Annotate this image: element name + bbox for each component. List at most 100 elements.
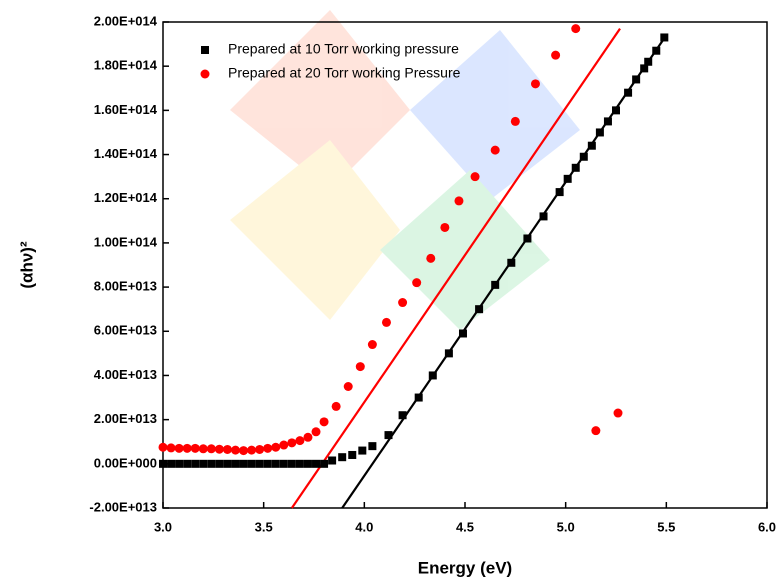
data-point [279, 440, 289, 450]
y-tick-label: 2.00E+013 [94, 411, 157, 426]
data-point [523, 234, 532, 243]
y-tick-label: 1.60E+014 [94, 102, 158, 117]
data-point [207, 459, 216, 468]
data-point [255, 459, 264, 468]
legend-label: Prepared at 10 Torr working pressure [228, 41, 459, 57]
data-point [158, 442, 168, 452]
data-point [595, 128, 604, 137]
data-point [222, 444, 232, 454]
data-point [412, 278, 422, 288]
x-tick-label: 6.0 [758, 519, 776, 534]
data-point [579, 152, 588, 161]
y-tick-label: 1.20E+014 [94, 190, 158, 205]
data-point [368, 442, 377, 451]
data-point [458, 329, 467, 338]
data-point [223, 459, 232, 468]
data-point [470, 172, 480, 182]
data-point [454, 196, 464, 206]
data-point [199, 459, 208, 468]
data-point [414, 393, 423, 402]
data-point [303, 432, 313, 442]
fit-line [290, 28, 621, 509]
x-tick-label: 4.5 [456, 519, 474, 534]
data-point [331, 401, 341, 411]
data-point [613, 408, 623, 418]
data-point [303, 459, 312, 468]
data-point [271, 459, 280, 468]
data-point [311, 427, 321, 437]
data-point [398, 298, 408, 308]
data-point [263, 459, 272, 468]
data-point [510, 116, 520, 126]
data-point [312, 459, 321, 468]
data-point [490, 145, 500, 155]
data-point [555, 188, 564, 197]
y-tick-label: 0.00E+000 [94, 455, 157, 470]
y-tick-label: 2.00E+014 [94, 13, 158, 28]
data-point [644, 57, 653, 66]
data-point [384, 431, 393, 440]
data-point [191, 459, 200, 468]
data-point [632, 75, 641, 84]
data-point [640, 64, 649, 73]
data-point [320, 459, 329, 468]
data-point [428, 371, 437, 380]
data-point [491, 280, 500, 289]
y-tick-label: 1.00E+014 [94, 234, 158, 249]
y-axis-label: (αhν)² [17, 241, 36, 289]
data-point [215, 459, 224, 468]
data-point [591, 426, 601, 436]
data-point [539, 212, 548, 221]
data-point [612, 106, 620, 115]
y-tick-label: 1.40E+014 [94, 146, 158, 161]
data-point [587, 141, 596, 150]
y-tick-label: 1.80E+014 [94, 58, 158, 73]
data-point [183, 459, 192, 468]
data-point [255, 444, 265, 454]
data-point [348, 450, 357, 459]
data-point [247, 445, 257, 455]
data-point [507, 258, 516, 267]
data-point [239, 446, 249, 456]
legend-marker [200, 69, 210, 79]
y-tick-label: 8.00E+013 [94, 279, 157, 294]
data-point [319, 417, 329, 427]
data-point [530, 79, 540, 89]
data-point [563, 174, 572, 183]
data-point [198, 444, 208, 454]
data-point [295, 436, 305, 446]
data-point [571, 24, 581, 34]
data-point [355, 362, 365, 372]
data-point [271, 442, 281, 452]
y-tick-label: 6.00E+013 [94, 323, 157, 338]
data-point [167, 459, 176, 468]
data-point [475, 305, 484, 314]
data-point [426, 253, 436, 263]
data-point [214, 444, 224, 454]
y-tick-label: -2.00E+013 [89, 499, 157, 514]
x-tick-label: 5.5 [657, 519, 675, 534]
data-point [652, 46, 661, 55]
data-point [381, 317, 391, 327]
data-point [624, 88, 633, 97]
data-point [328, 456, 337, 465]
data-point [603, 117, 612, 126]
data-point [174, 443, 184, 453]
y-tick-label: 4.00E+013 [94, 367, 157, 382]
data-point [444, 349, 453, 358]
data-point [398, 411, 407, 420]
watermark [230, 10, 580, 330]
data-point [287, 459, 296, 468]
data-point [287, 438, 297, 448]
data-point [175, 459, 184, 468]
x-axis-label: Energy (eV) [418, 558, 512, 577]
data-point [159, 459, 167, 468]
data-point [440, 222, 450, 232]
data-point [343, 382, 353, 391]
x-tick-label: 4.0 [355, 519, 373, 534]
data-point [358, 446, 367, 455]
data-point [182, 443, 192, 453]
data-point [166, 443, 176, 453]
data-point [571, 163, 580, 172]
